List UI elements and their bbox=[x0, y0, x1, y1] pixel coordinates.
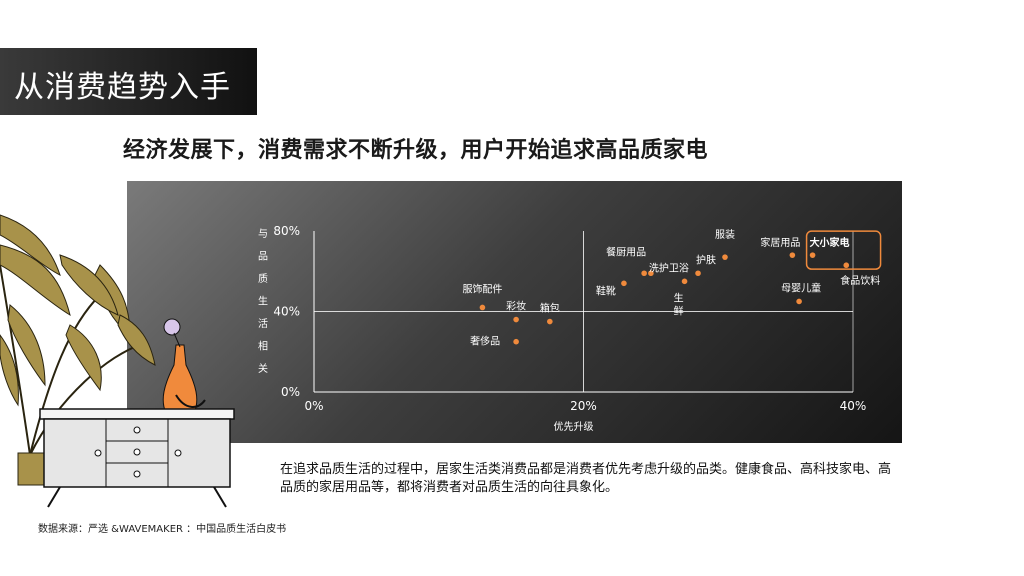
data-point bbox=[648, 270, 654, 277]
title-bar: 从消费趋势入手 bbox=[0, 48, 257, 115]
x-tick-label: 20% bbox=[570, 399, 597, 413]
x-tick-label: 0% bbox=[304, 399, 323, 413]
x-tick-label: 40% bbox=[840, 399, 867, 413]
highlight-box bbox=[805, 230, 882, 270]
data-point bbox=[789, 252, 796, 258]
chart-panel: 0% 20% 40% 0% 40% 80% 优先升级 与品质生活相关 服饰配件 彩妆 箱包奢侈品 餐… bbox=[127, 181, 902, 443]
data-point bbox=[513, 338, 519, 345]
point-label: 护肤 bbox=[696, 253, 716, 266]
data-point bbox=[547, 318, 553, 325]
vase-icon bbox=[162, 318, 206, 414]
data-point bbox=[513, 316, 519, 323]
point-label: 洗护卫浴 bbox=[649, 261, 689, 274]
point-label: 彩妆 bbox=[506, 300, 526, 313]
cabinet-icon bbox=[39, 408, 235, 508]
y-tick-label: 0% bbox=[281, 385, 300, 399]
point-label: 箱包 bbox=[540, 302, 560, 315]
data-point bbox=[681, 278, 688, 285]
point-label: 家居用品 bbox=[760, 236, 800, 249]
data-point bbox=[722, 254, 728, 260]
point-label: 食品饮料 bbox=[840, 274, 880, 287]
highlight-point-label: 大小家电 bbox=[810, 236, 850, 249]
point-label: 餐厨用品 bbox=[606, 245, 646, 258]
point-label: 母婴儿童 bbox=[781, 281, 821, 294]
data-point bbox=[809, 252, 816, 258]
data-point bbox=[843, 262, 850, 269]
palm-plant-icon bbox=[0, 214, 156, 456]
data-point bbox=[695, 270, 701, 277]
data-point bbox=[796, 298, 802, 305]
point-label: 生鲜 bbox=[674, 291, 684, 317]
data-point bbox=[479, 304, 486, 311]
point-label: 鞋靴 bbox=[596, 284, 616, 297]
axis-layer: 0% 20% 40% 0% 40% 80% 优先升级 与品质生活相关 bbox=[258, 224, 866, 433]
plant-pot-icon bbox=[17, 452, 45, 486]
data-point bbox=[621, 280, 627, 287]
data-point bbox=[641, 270, 647, 277]
subtitle: 经济发展下，消费需求不断升级，用户开始追求高品质家电 bbox=[123, 138, 709, 163]
page-title: 从消费趋势入手 bbox=[14, 70, 231, 105]
data-source-note: 数据来源：严选 &WAVEMAKER ：中国品质生活白皮书 bbox=[38, 524, 287, 535]
y-tick-label: 40% bbox=[273, 305, 300, 319]
y-tick-label: 80% bbox=[273, 224, 300, 238]
point-label: 服饰配件 bbox=[462, 282, 502, 295]
x-axis-title: 优先升级 bbox=[554, 420, 594, 433]
furniture-illustration bbox=[0, 214, 235, 508]
body-paragraph: 在追求品质生活的过程中，居家生活类消费品都是消费者优先考虑升级的品类。健康食品、… bbox=[280, 462, 892, 495]
y-axis-title: 与品质生活相关 bbox=[258, 228, 268, 375]
point-layer bbox=[479, 252, 850, 345]
point-label: 服装 bbox=[715, 228, 735, 241]
point-label: 奢侈品 bbox=[470, 335, 500, 348]
